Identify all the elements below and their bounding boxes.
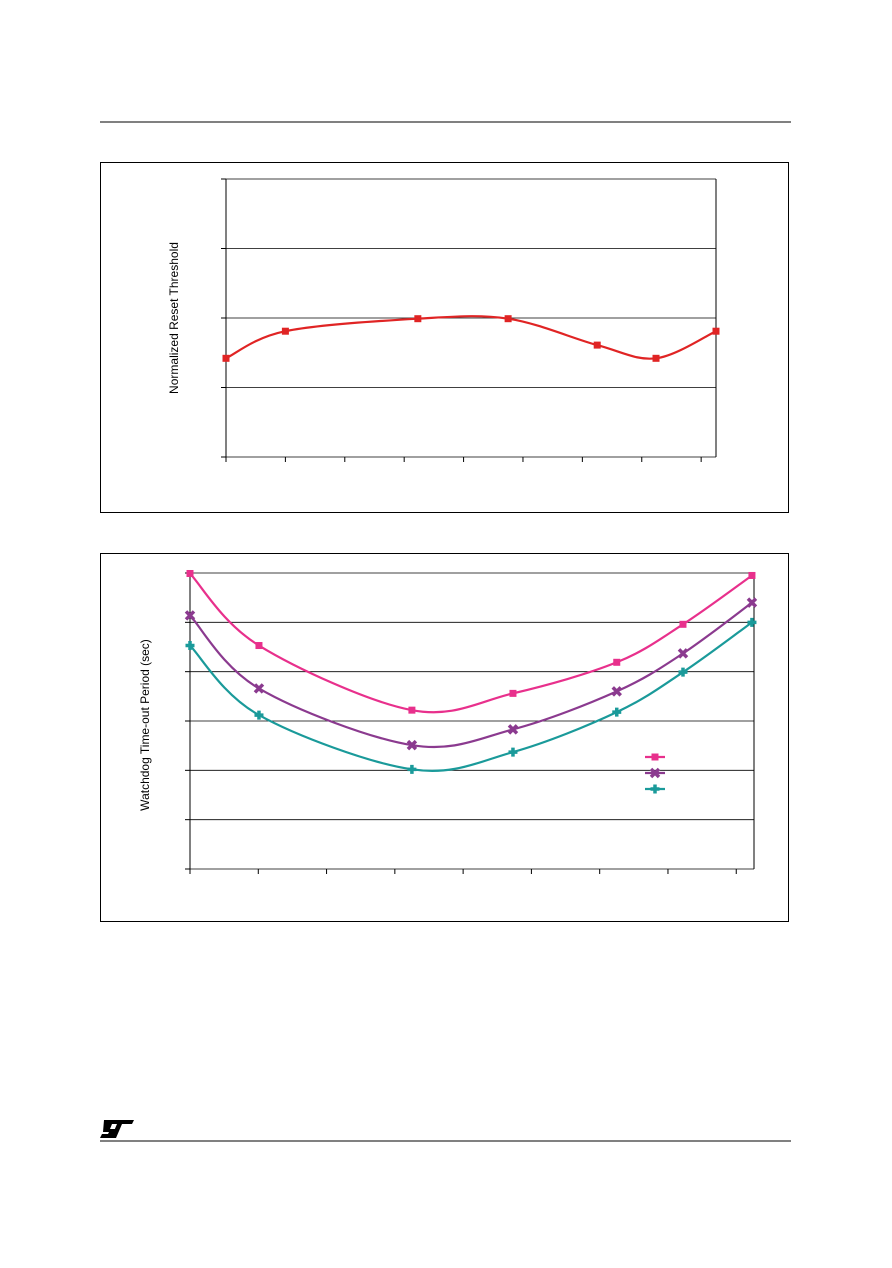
marker: [408, 706, 416, 714]
marker: [613, 658, 621, 666]
marker: [678, 667, 688, 677]
marker: [677, 648, 689, 659]
marker: [184, 610, 196, 621]
marker: [185, 641, 195, 651]
legend-marker: [650, 784, 660, 794]
marker: [255, 642, 263, 650]
y-axis-label: Watchdog Time-out Period (sec): [138, 639, 152, 811]
marker: [186, 569, 194, 577]
marker: [612, 707, 622, 717]
marker: [748, 571, 756, 579]
marker: [222, 354, 230, 362]
marker: [747, 617, 757, 627]
series-line: [189, 572, 753, 714]
y-axis-label: Normalized Reset Threshold: [167, 242, 181, 394]
marker: [652, 354, 660, 362]
marker: [253, 683, 265, 694]
marker: [281, 327, 289, 335]
legend-marker: [649, 767, 661, 779]
marker: [509, 689, 517, 697]
marker: [508, 747, 518, 757]
marker: [611, 686, 622, 697]
series-line: [225, 315, 717, 360]
figure-frame: [100, 162, 789, 513]
marker: [712, 327, 720, 335]
marker: [593, 341, 601, 349]
marker: [507, 724, 519, 735]
series-line: [189, 601, 753, 749]
marker: [254, 710, 264, 720]
marker: [414, 315, 422, 323]
legend-marker: [651, 753, 659, 761]
marker: [407, 764, 417, 774]
marker: [679, 620, 687, 628]
marker: [504, 315, 512, 323]
marker: [406, 739, 418, 751]
marker: [746, 597, 758, 608]
st-logo: [100, 1120, 134, 1138]
figure-frame: [100, 553, 789, 922]
